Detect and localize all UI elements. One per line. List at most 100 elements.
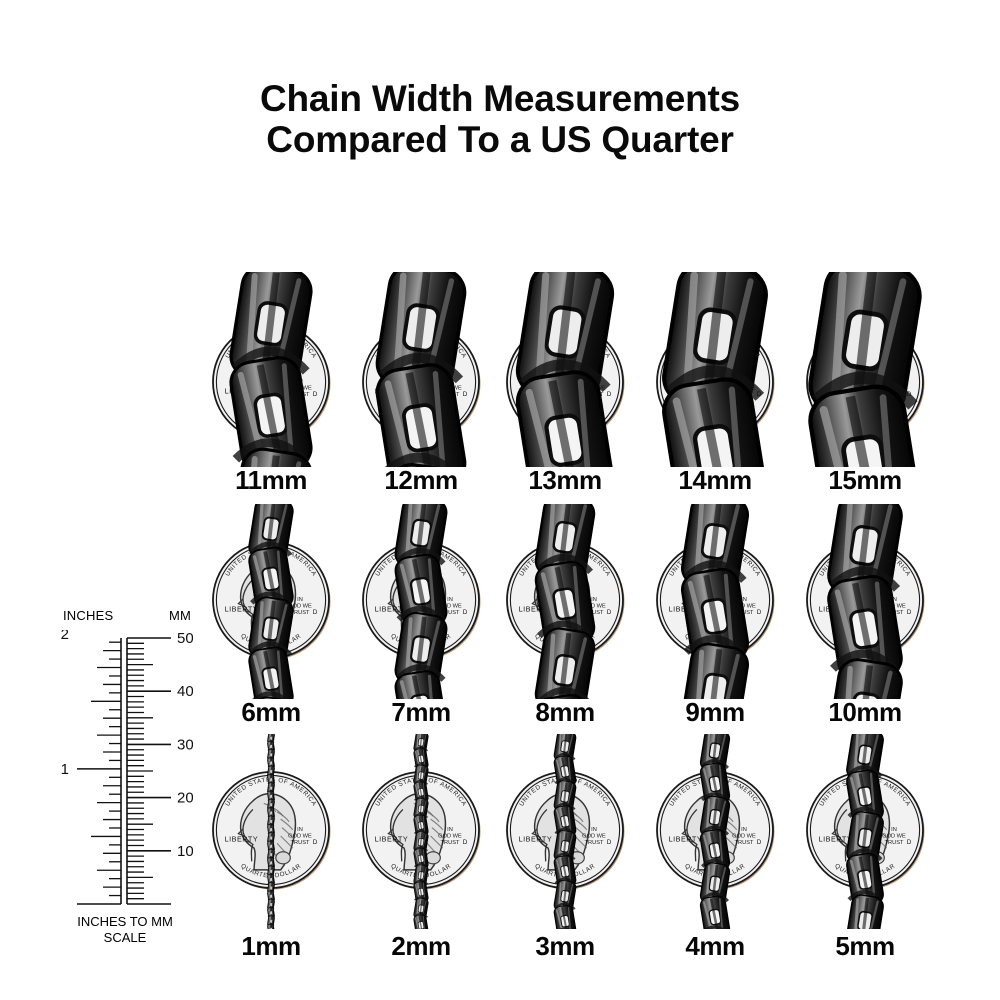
chain-cell-7mm[interactable]: UNITED STATES OF AMERICAQUARTER DOLLARLI… bbox=[346, 504, 496, 734]
svg-text:LIBERTY: LIBERTY bbox=[225, 605, 259, 614]
svg-text:LIBERTY: LIBERTY bbox=[819, 835, 853, 844]
svg-text:IN: IN bbox=[891, 597, 897, 603]
chain-width-label: 14mm bbox=[678, 465, 752, 495]
coin-with-chain-12mm: UNITED STATES OF AMERICAQUARTER DOLLARLI… bbox=[362, 272, 481, 467]
svg-text:D: D bbox=[607, 609, 612, 616]
svg-text:IN: IN bbox=[297, 827, 303, 833]
chain-row-1: UNITED STATES OF AMERICAQUARTER DOLLARLI… bbox=[196, 504, 956, 734]
coin-with-chain-8mm: UNITED STATES OF AMERICAQUARTER DOLLARLI… bbox=[506, 504, 625, 699]
svg-text:TRUST: TRUST bbox=[885, 840, 904, 846]
chain-cell-15mm[interactable]: UNITED STATES OF AMERICAQUARTER DOLLARLI… bbox=[790, 272, 940, 502]
svg-text:1: 1 bbox=[61, 761, 69, 778]
chain-width-label: 8mm bbox=[535, 697, 595, 727]
chain-width-label: 11mm bbox=[235, 465, 307, 495]
coin-with-chain-5mm: UNITED STATES OF AMERICAQUARTER DOLLARLI… bbox=[806, 734, 925, 929]
svg-text:TRUST: TRUST bbox=[585, 840, 604, 846]
chain-cell-9mm[interactable]: UNITED STATES OF AMERICAQUARTER DOLLARLI… bbox=[640, 504, 790, 734]
ruler-inches-header: INCHES bbox=[63, 608, 114, 623]
svg-text:GOD WE: GOD WE bbox=[438, 834, 462, 840]
svg-text:D: D bbox=[907, 609, 912, 616]
svg-text:IN: IN bbox=[591, 827, 597, 833]
chain-width-label: 4mm bbox=[685, 931, 745, 961]
ruler-header: INCHES MM bbox=[57, 608, 193, 626]
svg-text:IN: IN bbox=[447, 827, 453, 833]
ruler-caption: INCHES TO MM SCALE bbox=[57, 914, 193, 947]
title-line-1: Chain Width Measurements bbox=[259, 78, 741, 119]
svg-text:GOD WE: GOD WE bbox=[582, 604, 606, 610]
chain-row-2: UNITED STATES OF AMERICAQUARTER DOLLARLI… bbox=[196, 734, 956, 964]
svg-text:D: D bbox=[313, 391, 318, 398]
coin-with-chain-3mm: UNITED STATES OF AMERICAQUARTER DOLLARLI… bbox=[506, 734, 625, 929]
chain-width-label: 5mm bbox=[835, 931, 895, 961]
chain-cell-3mm[interactable]: UNITED STATES OF AMERICAQUARTER DOLLARLI… bbox=[490, 734, 640, 964]
svg-text:GOD WE: GOD WE bbox=[732, 604, 756, 610]
chain-cell-5mm[interactable]: UNITED STATES OF AMERICAQUARTER DOLLARLI… bbox=[790, 734, 940, 964]
chain-cell-1mm[interactable]: UNITED STATES OF AMERICAQUARTER DOLLARLI… bbox=[196, 734, 346, 964]
coin-with-chain-7mm: UNITED STATES OF AMERICAQUARTER DOLLARLI… bbox=[362, 504, 481, 699]
svg-text:20: 20 bbox=[177, 790, 193, 807]
svg-text:GOD WE: GOD WE bbox=[582, 834, 606, 840]
svg-text:TRUST: TRUST bbox=[291, 840, 310, 846]
svg-text:IN: IN bbox=[741, 827, 747, 833]
ruler-scale-graphic: 2 1 50 40 30 20 10 bbox=[61, 630, 193, 905]
svg-text:TRUST: TRUST bbox=[441, 610, 460, 616]
svg-text:D: D bbox=[463, 391, 468, 398]
chain-cell-14mm[interactable]: UNITED STATES OF AMERICAQUARTER DOLLARLI… bbox=[640, 272, 790, 502]
svg-text:10: 10 bbox=[177, 843, 193, 860]
chain-cell-8mm[interactable]: UNITED STATES OF AMERICAQUARTER DOLLARLI… bbox=[490, 504, 640, 734]
chain-width-label: 13mm bbox=[528, 465, 602, 495]
chain-width-label: 2mm bbox=[391, 931, 451, 961]
svg-text:D: D bbox=[757, 609, 762, 616]
svg-text:LIBERTY: LIBERTY bbox=[519, 605, 553, 614]
chain-width-label: 10mm bbox=[828, 697, 902, 727]
chain-cell-12mm[interactable]: UNITED STATES OF AMERICAQUARTER DOLLARLI… bbox=[346, 272, 496, 502]
svg-text:D: D bbox=[463, 839, 468, 846]
ruler-mm-header: MM bbox=[168, 608, 191, 623]
coin-with-chain-9mm: UNITED STATES OF AMERICAQUARTER DOLLARLI… bbox=[656, 504, 775, 699]
chain-cell-13mm[interactable]: UNITED STATES OF AMERICAQUARTER DOLLARLI… bbox=[490, 272, 640, 502]
svg-text:2: 2 bbox=[61, 630, 69, 643]
svg-text:LIBERTY: LIBERTY bbox=[669, 835, 703, 844]
svg-text:TRUST: TRUST bbox=[291, 610, 310, 616]
svg-text:D: D bbox=[907, 839, 912, 846]
svg-text:D: D bbox=[757, 839, 762, 846]
svg-text:D: D bbox=[313, 609, 318, 616]
chain-row-0: UNITED STATES OF AMERICAQUARTER DOLLARLI… bbox=[196, 272, 956, 502]
chain-cell-10mm[interactable]: UNITED STATES OF AMERICAQUARTER DOLLARLI… bbox=[790, 504, 940, 734]
svg-text:D: D bbox=[463, 609, 468, 616]
coin-with-chain-10mm: UNITED STATES OF AMERICAQUARTER DOLLARLI… bbox=[806, 504, 925, 699]
chain-cell-4mm[interactable]: UNITED STATES OF AMERICAQUARTER DOLLARLI… bbox=[640, 734, 790, 964]
coin-with-chain-2mm: UNITED STATES OF AMERICAQUARTER DOLLARLI… bbox=[362, 734, 481, 929]
svg-text:LIBERTY: LIBERTY bbox=[375, 835, 409, 844]
coin-with-chain-13mm: UNITED STATES OF AMERICAQUARTER DOLLARLI… bbox=[506, 272, 625, 467]
chain-cell-6mm[interactable]: UNITED STATES OF AMERICAQUARTER DOLLARLI… bbox=[196, 504, 346, 734]
svg-text:GOD WE: GOD WE bbox=[288, 604, 312, 610]
svg-text:IN: IN bbox=[297, 597, 303, 603]
svg-text:GOD WE: GOD WE bbox=[882, 834, 906, 840]
chain-cell-2mm[interactable]: UNITED STATES OF AMERICAQUARTER DOLLARLI… bbox=[346, 734, 496, 964]
svg-text:D: D bbox=[607, 391, 612, 398]
svg-text:D: D bbox=[607, 839, 612, 846]
svg-text:50: 50 bbox=[177, 630, 193, 647]
coin-with-chain-11mm: UNITED STATES OF AMERICAQUARTER DOLLARLI… bbox=[212, 272, 331, 467]
coin-with-chain-1mm: UNITED STATES OF AMERICAQUARTER DOLLARLI… bbox=[212, 734, 331, 929]
chain-cell-11mm[interactable]: UNITED STATES OF AMERICAQUARTER DOLLARLI… bbox=[196, 272, 346, 502]
svg-text:LIBERTY: LIBERTY bbox=[225, 835, 259, 844]
svg-text:D: D bbox=[313, 839, 318, 846]
svg-text:GOD WE: GOD WE bbox=[438, 604, 462, 610]
ruler-caption-line-2: SCALE bbox=[103, 930, 147, 946]
chain-width-grid: UNITED STATES OF AMERICAQUARTER DOLLARLI… bbox=[196, 272, 956, 962]
svg-text:LIBERTY: LIBERTY bbox=[519, 835, 553, 844]
chain-width-label: 12mm bbox=[384, 465, 458, 495]
svg-text:IN: IN bbox=[447, 597, 453, 603]
chain-width-label: 1mm bbox=[241, 931, 301, 961]
coin-with-chain-4mm: UNITED STATES OF AMERICAQUARTER DOLLARLI… bbox=[656, 734, 775, 929]
svg-text:LIBERTY: LIBERTY bbox=[375, 605, 409, 614]
svg-text:GOD WE: GOD WE bbox=[732, 834, 756, 840]
chain-width-label: 7mm bbox=[391, 697, 451, 727]
svg-text:GOD WE: GOD WE bbox=[288, 834, 312, 840]
svg-text:40: 40 bbox=[177, 683, 193, 700]
svg-text:30: 30 bbox=[177, 736, 193, 753]
svg-text:TRUST: TRUST bbox=[585, 610, 604, 616]
chain-width-label: 15mm bbox=[828, 465, 902, 495]
